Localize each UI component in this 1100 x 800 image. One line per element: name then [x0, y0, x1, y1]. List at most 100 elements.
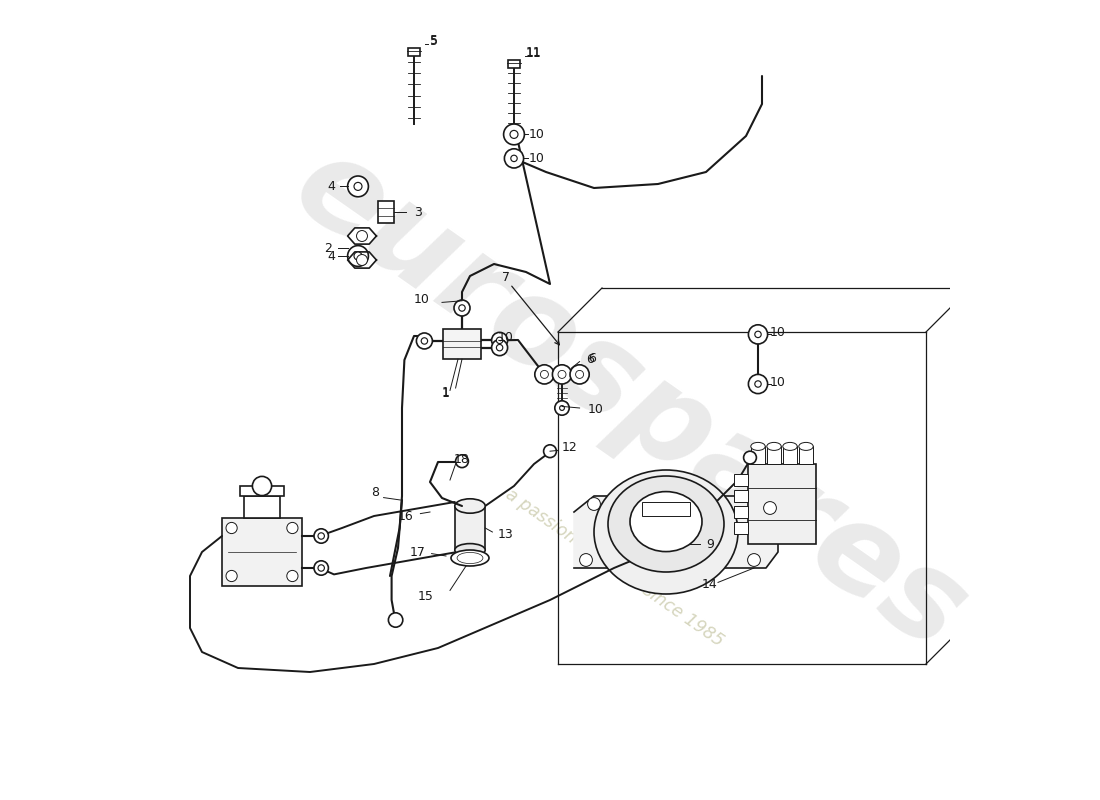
Circle shape: [287, 570, 298, 582]
Circle shape: [356, 254, 367, 266]
Text: 2: 2: [324, 242, 332, 254]
Circle shape: [314, 529, 329, 543]
Text: a passion for parts since 1985: a passion for parts since 1985: [502, 486, 726, 650]
Bar: [378, 201, 394, 223]
Bar: [751, 446, 766, 464]
Circle shape: [575, 370, 584, 378]
Text: 6: 6: [586, 354, 594, 366]
Ellipse shape: [767, 442, 781, 450]
Text: 10: 10: [414, 293, 430, 306]
Circle shape: [492, 332, 507, 348]
Circle shape: [287, 522, 298, 534]
Text: 10: 10: [528, 128, 544, 141]
Circle shape: [755, 381, 761, 387]
Polygon shape: [348, 252, 376, 268]
Bar: [508, 60, 519, 68]
Circle shape: [388, 613, 403, 627]
Text: 9: 9: [706, 538, 714, 550]
Circle shape: [496, 345, 503, 351]
Bar: [443, 329, 481, 359]
Text: 15: 15: [418, 590, 433, 602]
Ellipse shape: [751, 442, 766, 450]
Bar: [734, 506, 748, 518]
Circle shape: [540, 370, 549, 378]
Text: 17: 17: [410, 546, 426, 558]
Circle shape: [510, 155, 517, 162]
Circle shape: [552, 365, 572, 384]
Bar: [748, 464, 816, 544]
Text: 10: 10: [770, 326, 785, 339]
Text: 10: 10: [587, 403, 604, 416]
Bar: [734, 522, 748, 534]
Circle shape: [744, 451, 757, 464]
Circle shape: [755, 331, 761, 338]
Text: 7: 7: [502, 271, 510, 284]
Circle shape: [560, 406, 564, 410]
Ellipse shape: [630, 491, 702, 552]
Circle shape: [683, 528, 696, 541]
Bar: [734, 490, 748, 502]
Circle shape: [314, 561, 329, 575]
Bar: [767, 446, 781, 464]
Text: 14: 14: [702, 578, 718, 590]
Circle shape: [748, 554, 760, 566]
Circle shape: [543, 445, 557, 458]
Circle shape: [459, 305, 465, 311]
Circle shape: [417, 333, 432, 349]
Circle shape: [748, 325, 768, 344]
Circle shape: [348, 176, 369, 197]
Circle shape: [252, 477, 272, 496]
Bar: [799, 446, 813, 464]
Text: 8: 8: [372, 486, 379, 498]
Text: 10: 10: [770, 376, 785, 389]
Polygon shape: [348, 228, 376, 244]
Circle shape: [421, 338, 428, 344]
Circle shape: [587, 498, 601, 510]
Text: 10: 10: [528, 152, 544, 165]
Circle shape: [318, 565, 324, 571]
Circle shape: [505, 149, 524, 168]
Text: 11: 11: [526, 47, 542, 60]
Bar: [783, 446, 798, 464]
Ellipse shape: [451, 550, 490, 566]
Ellipse shape: [594, 470, 738, 594]
Circle shape: [558, 370, 566, 378]
Bar: [244, 495, 279, 518]
Ellipse shape: [608, 476, 724, 572]
Text: 12: 12: [562, 442, 578, 454]
Text: 3: 3: [414, 206, 422, 218]
Text: 10: 10: [498, 330, 514, 344]
Ellipse shape: [454, 544, 485, 557]
Circle shape: [763, 502, 777, 514]
Circle shape: [570, 365, 590, 384]
Text: 11: 11: [526, 46, 542, 58]
Bar: [642, 502, 690, 516]
Text: 5: 5: [430, 35, 438, 48]
Circle shape: [354, 252, 362, 260]
Text: 16: 16: [398, 510, 414, 522]
Text: 1: 1: [442, 387, 450, 400]
Circle shape: [348, 246, 369, 266]
Text: 4: 4: [328, 250, 336, 262]
Ellipse shape: [799, 442, 813, 450]
Bar: [408, 48, 419, 56]
Circle shape: [748, 374, 768, 394]
Bar: [240, 486, 285, 495]
Circle shape: [226, 570, 238, 582]
Circle shape: [354, 182, 362, 190]
Text: 6: 6: [588, 352, 596, 365]
Circle shape: [454, 300, 470, 316]
Text: 5: 5: [430, 34, 438, 46]
Ellipse shape: [454, 499, 485, 514]
Text: 13: 13: [498, 528, 514, 541]
Text: 1: 1: [442, 386, 450, 398]
Bar: [454, 506, 485, 550]
Circle shape: [535, 365, 554, 384]
Text: 4: 4: [328, 180, 336, 193]
Circle shape: [496, 337, 503, 343]
Circle shape: [554, 401, 569, 415]
Circle shape: [492, 340, 507, 356]
Circle shape: [580, 554, 593, 566]
Circle shape: [356, 230, 367, 242]
Ellipse shape: [783, 442, 798, 450]
